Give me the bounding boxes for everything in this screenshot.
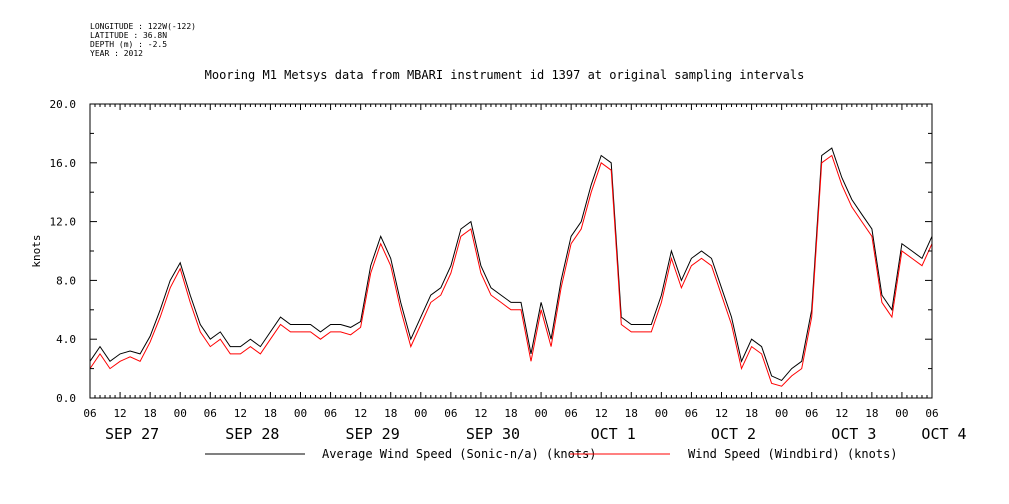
x-tick-label: 18 xyxy=(745,407,758,420)
year-text: YEAR : 2012 xyxy=(90,49,143,58)
legend-label-windbird: Wind Speed (Windbird) (knots) xyxy=(688,447,898,461)
x-tick-label: 12 xyxy=(113,407,126,420)
x-tick-label: 12 xyxy=(474,407,487,420)
x-tick-label: 18 xyxy=(504,407,517,420)
x-tick-label: 06 xyxy=(805,407,818,420)
y-tick-label: 12.0 xyxy=(50,216,77,229)
x-tick-label: 12 xyxy=(595,407,608,420)
x-tick-label: 06 xyxy=(565,407,578,420)
x-tick-label: 18 xyxy=(865,407,878,420)
latitude-text: LATITUDE : 36.8N xyxy=(90,31,168,40)
plot-frame xyxy=(89,103,933,399)
legend-label-average: Average Wind Speed (Sonic-n/a) (knots) xyxy=(322,447,597,461)
y-tick-label: 8.0 xyxy=(56,274,76,287)
x-tick-label: 00 xyxy=(534,407,547,420)
x-tick-label: 06 xyxy=(83,407,96,420)
y-tick-label: 16.0 xyxy=(50,157,77,170)
x-tick-label: 12 xyxy=(835,407,848,420)
x-tick-label: 18 xyxy=(144,407,157,420)
x-tick-label: 00 xyxy=(895,407,908,420)
series-line-2 xyxy=(89,154,933,387)
x-tick-label: 06 xyxy=(324,407,337,420)
x-tick-label: 06 xyxy=(685,407,698,420)
x-day-label: OCT 3 xyxy=(831,425,876,443)
chart-title: Mooring M1 Metsys data from MBARI instru… xyxy=(204,68,805,82)
x-tick-label: 00 xyxy=(655,407,668,420)
x-day-label: SEP 27 xyxy=(105,425,159,443)
x-tick-label: 00 xyxy=(414,407,427,420)
x-day-label: OCT 1 xyxy=(591,425,636,443)
x-day-label: OCT 2 xyxy=(711,425,756,443)
x-tick-label: 06 xyxy=(925,407,938,420)
x-day-label: SEP 28 xyxy=(225,425,279,443)
y-tick-label: 20.0 xyxy=(50,98,77,111)
x-day-label: OCT 4 xyxy=(921,425,966,443)
header-metadata: LONGITUDE : 122W(-122) LATITUDE : 36.8N … xyxy=(90,22,196,58)
x-day-label: SEP 30 xyxy=(466,425,520,443)
x-tick-label: 12 xyxy=(715,407,728,420)
y-axis-label: knots xyxy=(30,234,43,267)
x-tick-label: 12 xyxy=(354,407,367,420)
x-tick-label: 06 xyxy=(204,407,217,420)
x-tick-label: 06 xyxy=(444,407,457,420)
x-tick-label: 00 xyxy=(174,407,187,420)
longitude-text: LONGITUDE : 122W(-122) xyxy=(90,22,196,31)
x-tick-label: 18 xyxy=(384,407,397,420)
x-tick-label: 12 xyxy=(234,407,247,420)
x-tick-label: 18 xyxy=(625,407,638,420)
x-tick-label: 00 xyxy=(775,407,788,420)
x-tick-label: 00 xyxy=(294,407,307,420)
x-tick-label: 18 xyxy=(264,407,277,420)
x-day-label: SEP 29 xyxy=(346,425,400,443)
series-line-1 xyxy=(89,147,933,382)
y-tick-label: 4.0 xyxy=(56,333,76,346)
y-tick-label: 0.0 xyxy=(56,392,76,405)
depth-text: DEPTH (m) : -2.5 xyxy=(90,40,168,49)
